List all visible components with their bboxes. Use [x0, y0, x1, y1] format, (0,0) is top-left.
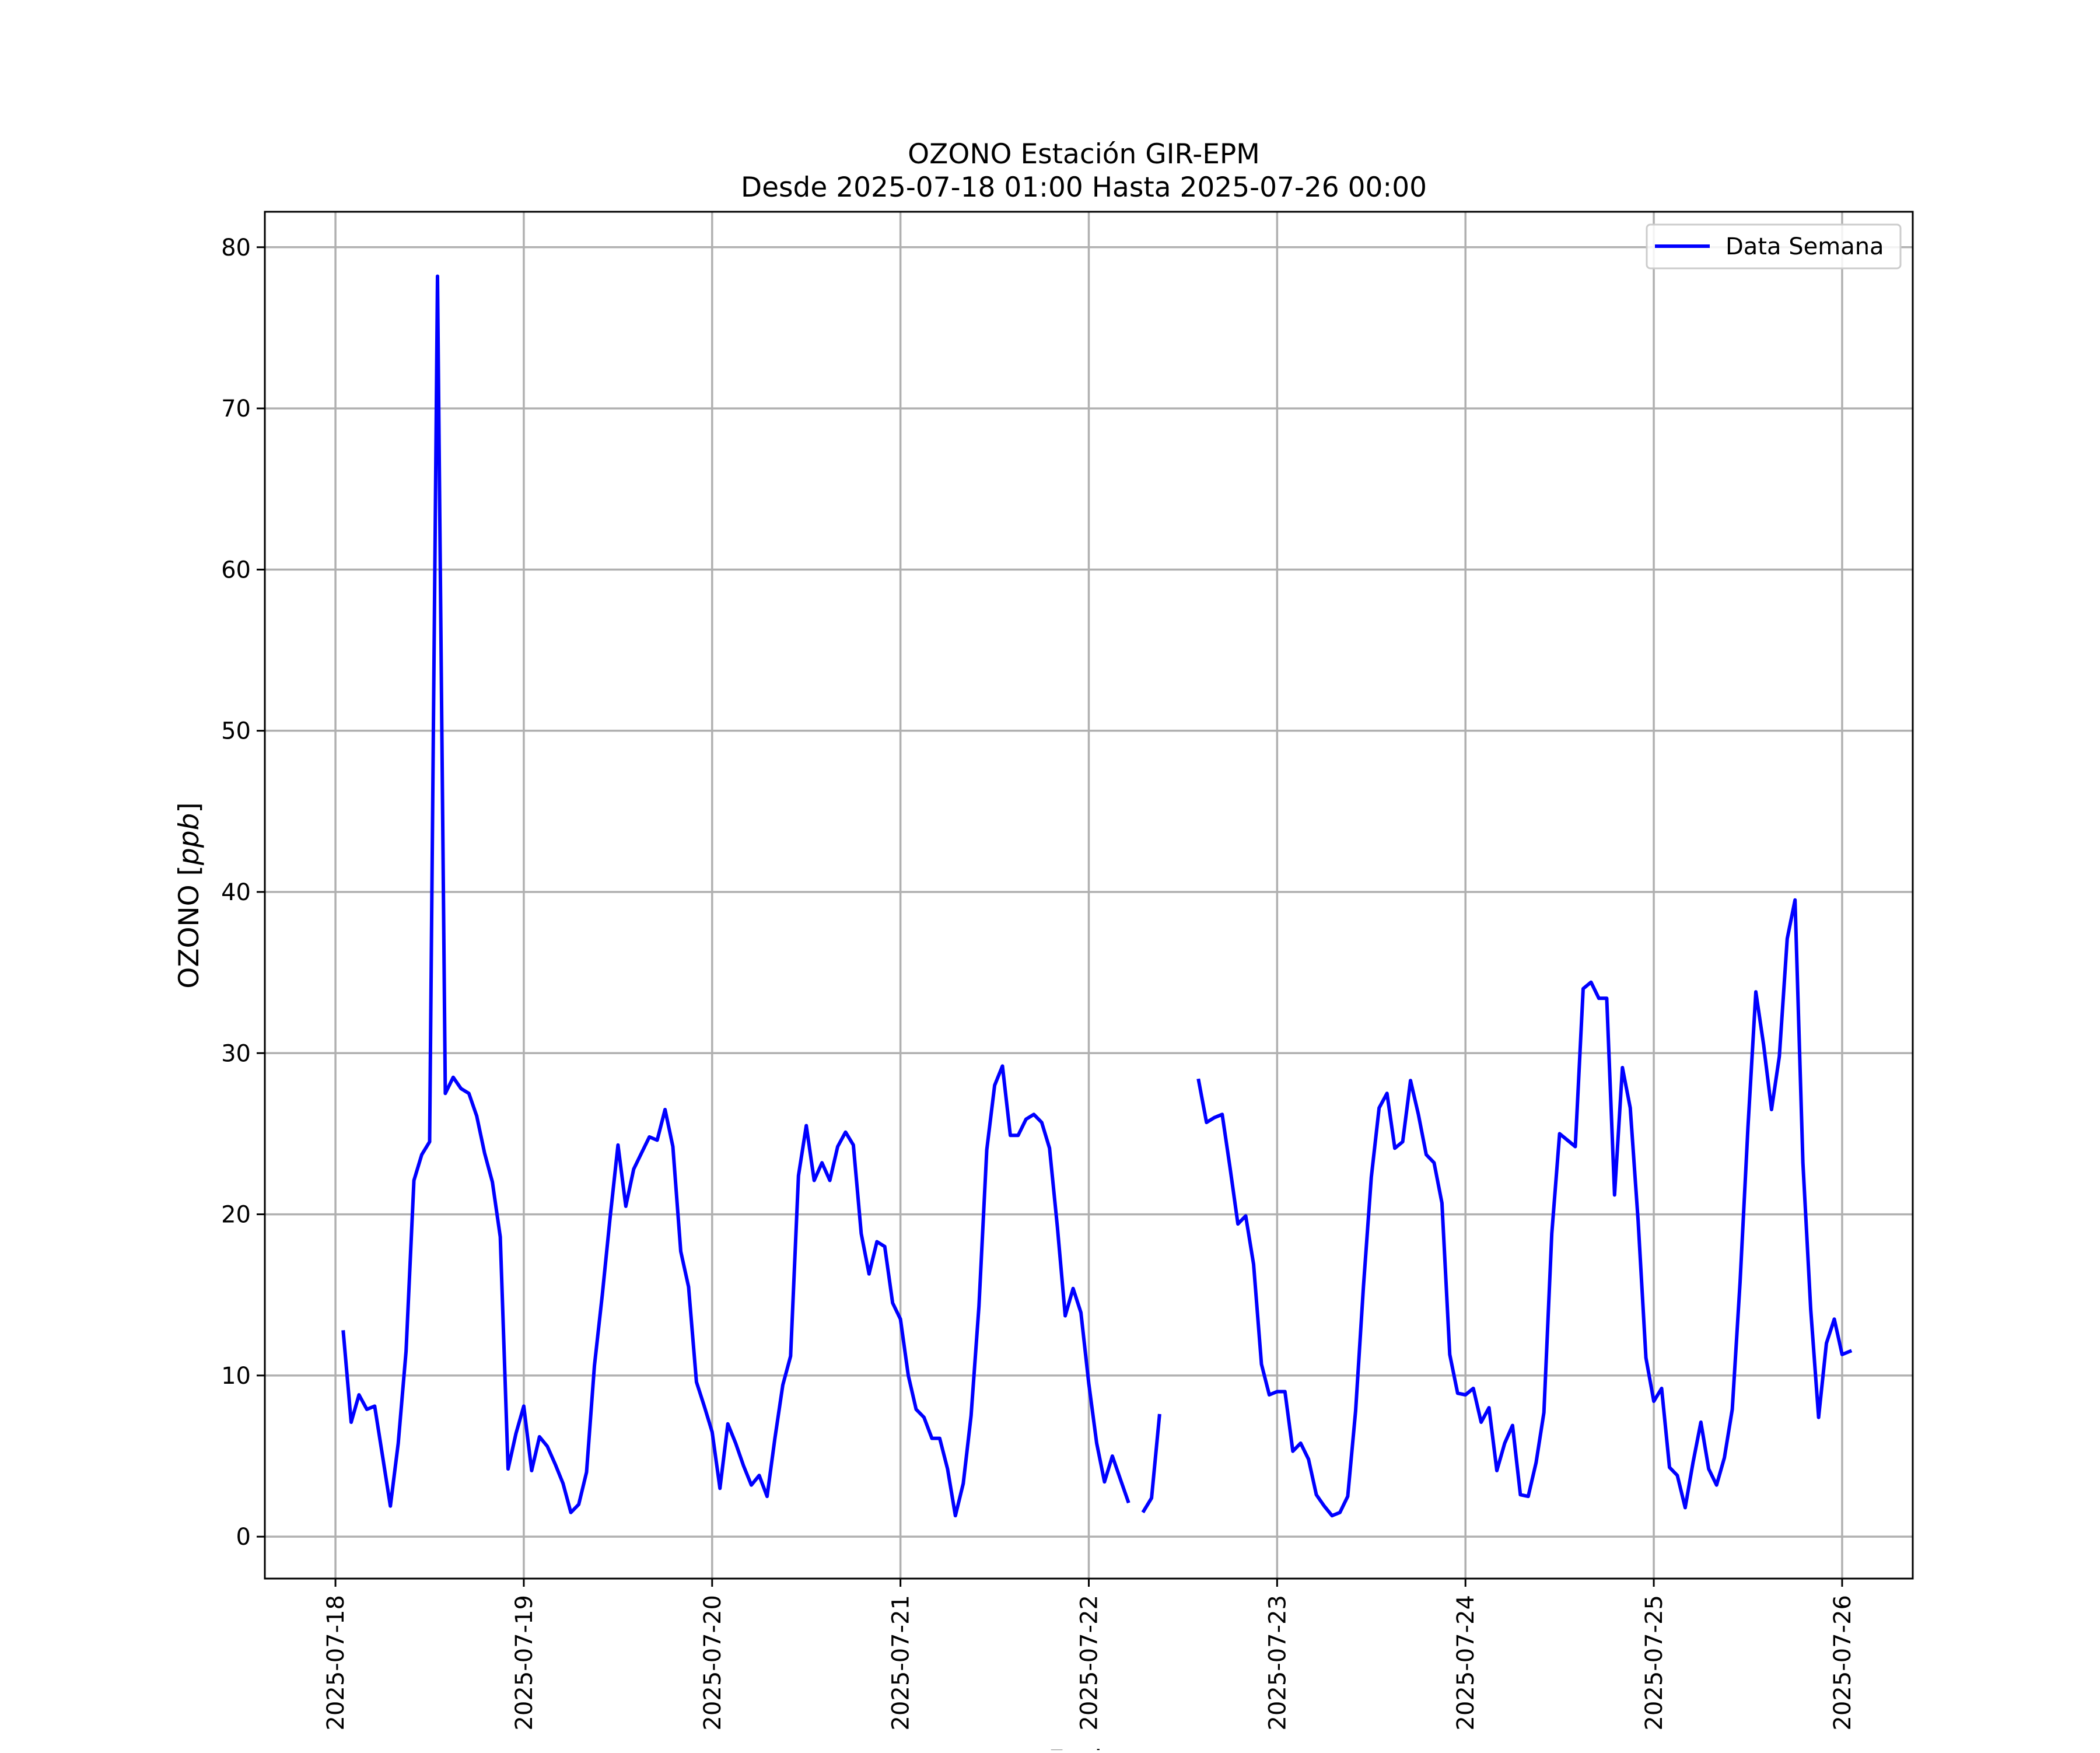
series-line-data-semana: [341, 274, 1853, 1518]
y-tick-label: 0: [236, 1524, 251, 1551]
x-tick-label: 2025-07-24: [1452, 1595, 1479, 1730]
legend-label: Data Semana: [1726, 233, 1884, 260]
y-tick-label: 60: [221, 557, 251, 583]
y-axis-label-text: OZONO [: [173, 865, 205, 989]
y-axis-label: OZONO [ppb]: [173, 802, 205, 988]
y-tick-label: 70: [221, 396, 251, 422]
legend-box: [1646, 223, 1902, 270]
grid-lines: [265, 212, 1913, 1579]
chart-title: OZONO Estación GIR-EPM: [908, 138, 1260, 170]
x-tick-label: 2025-07-19: [511, 1595, 538, 1730]
x-tick-label: 2025-07-23: [1264, 1595, 1291, 1730]
axis-ticks: 0 10 20 30 40 50 60 70 80 2025-07-18 2025-07-19 202…: [221, 235, 1856, 1731]
x-tick-label: 2025-07-26: [1829, 1595, 1856, 1730]
x-tick-label: 2025-07-21: [888, 1595, 915, 1730]
series-layer: [341, 274, 1853, 1518]
y-axis-label-bracket: ]: [173, 802, 205, 813]
x-tick-label: 2025-07-20: [699, 1595, 726, 1730]
chart-subtitle: Desde 2025-07-18 01:00 Hasta 2025-07-26 …: [741, 172, 1427, 204]
y-tick-label: 20: [221, 1202, 251, 1229]
y-tick-label: 50: [221, 718, 251, 745]
x-tick-label: 2025-07-25: [1641, 1595, 1668, 1730]
y-tick-label: 10: [221, 1363, 251, 1390]
y-tick-label: 40: [221, 879, 251, 906]
x-tick-label: 2025-07-22: [1076, 1595, 1103, 1730]
y-axis-label-unit: ppb: [173, 813, 205, 866]
x-tick-label: 2025-07-18: [323, 1595, 349, 1730]
y-tick-label: 30: [221, 1040, 251, 1067]
legend: Data Semana: [1646, 223, 1902, 270]
y-tick-label: 80: [221, 235, 251, 261]
x-axis-label: Fecha: [1048, 1745, 1129, 1750]
